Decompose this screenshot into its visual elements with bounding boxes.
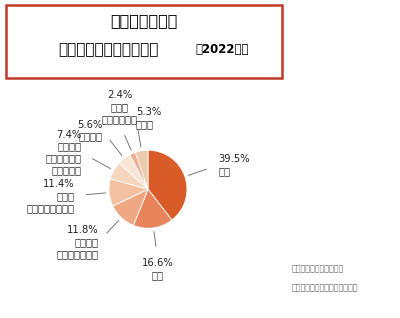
Text: 「熱中症ゼロへ」プロジェクト: 「熱中症ゼロへ」プロジェクト <box>292 283 358 292</box>
Text: 2.4%
仕事場
（田畑など）: 2.4% 仕事場 （田畑など） <box>102 90 138 124</box>
Text: 提供：日本気象協会推進: 提供：日本気象協会推進 <box>292 264 344 273</box>
Text: （2022年）: （2022年） <box>195 43 249 56</box>
Text: 11.8%
公衆屋外
（競技場など）: 11.8% 公衆屋外 （競技場など） <box>56 225 98 259</box>
Wedge shape <box>135 150 148 189</box>
Text: 5.6%
教育機関: 5.6% 教育機関 <box>77 120 102 142</box>
Text: 熱中症救急搬送者の割合: 熱中症救急搬送者の割合 <box>58 42 158 57</box>
Text: 7.4%
公衆屋内
（コンサート
会場など）: 7.4% 公衆屋内 （コンサート 会場など） <box>45 129 81 176</box>
Text: 39.5%
住居: 39.5% 住居 <box>218 154 250 176</box>
Wedge shape <box>110 163 148 189</box>
Wedge shape <box>134 189 172 228</box>
Wedge shape <box>109 179 148 206</box>
Text: 16.6%
道路: 16.6% 道路 <box>142 258 174 280</box>
FancyBboxPatch shape <box>6 5 282 78</box>
Wedge shape <box>148 150 187 220</box>
Wedge shape <box>130 152 148 189</box>
Text: 発生場所ごとの: 発生場所ごとの <box>110 13 178 28</box>
Text: 11.4%
仕事場
（工事現場など）: 11.4% 仕事場 （工事現場など） <box>26 179 74 213</box>
Wedge shape <box>113 189 148 225</box>
Wedge shape <box>119 155 148 189</box>
Text: 5.3%
その他: 5.3% その他 <box>136 107 161 129</box>
